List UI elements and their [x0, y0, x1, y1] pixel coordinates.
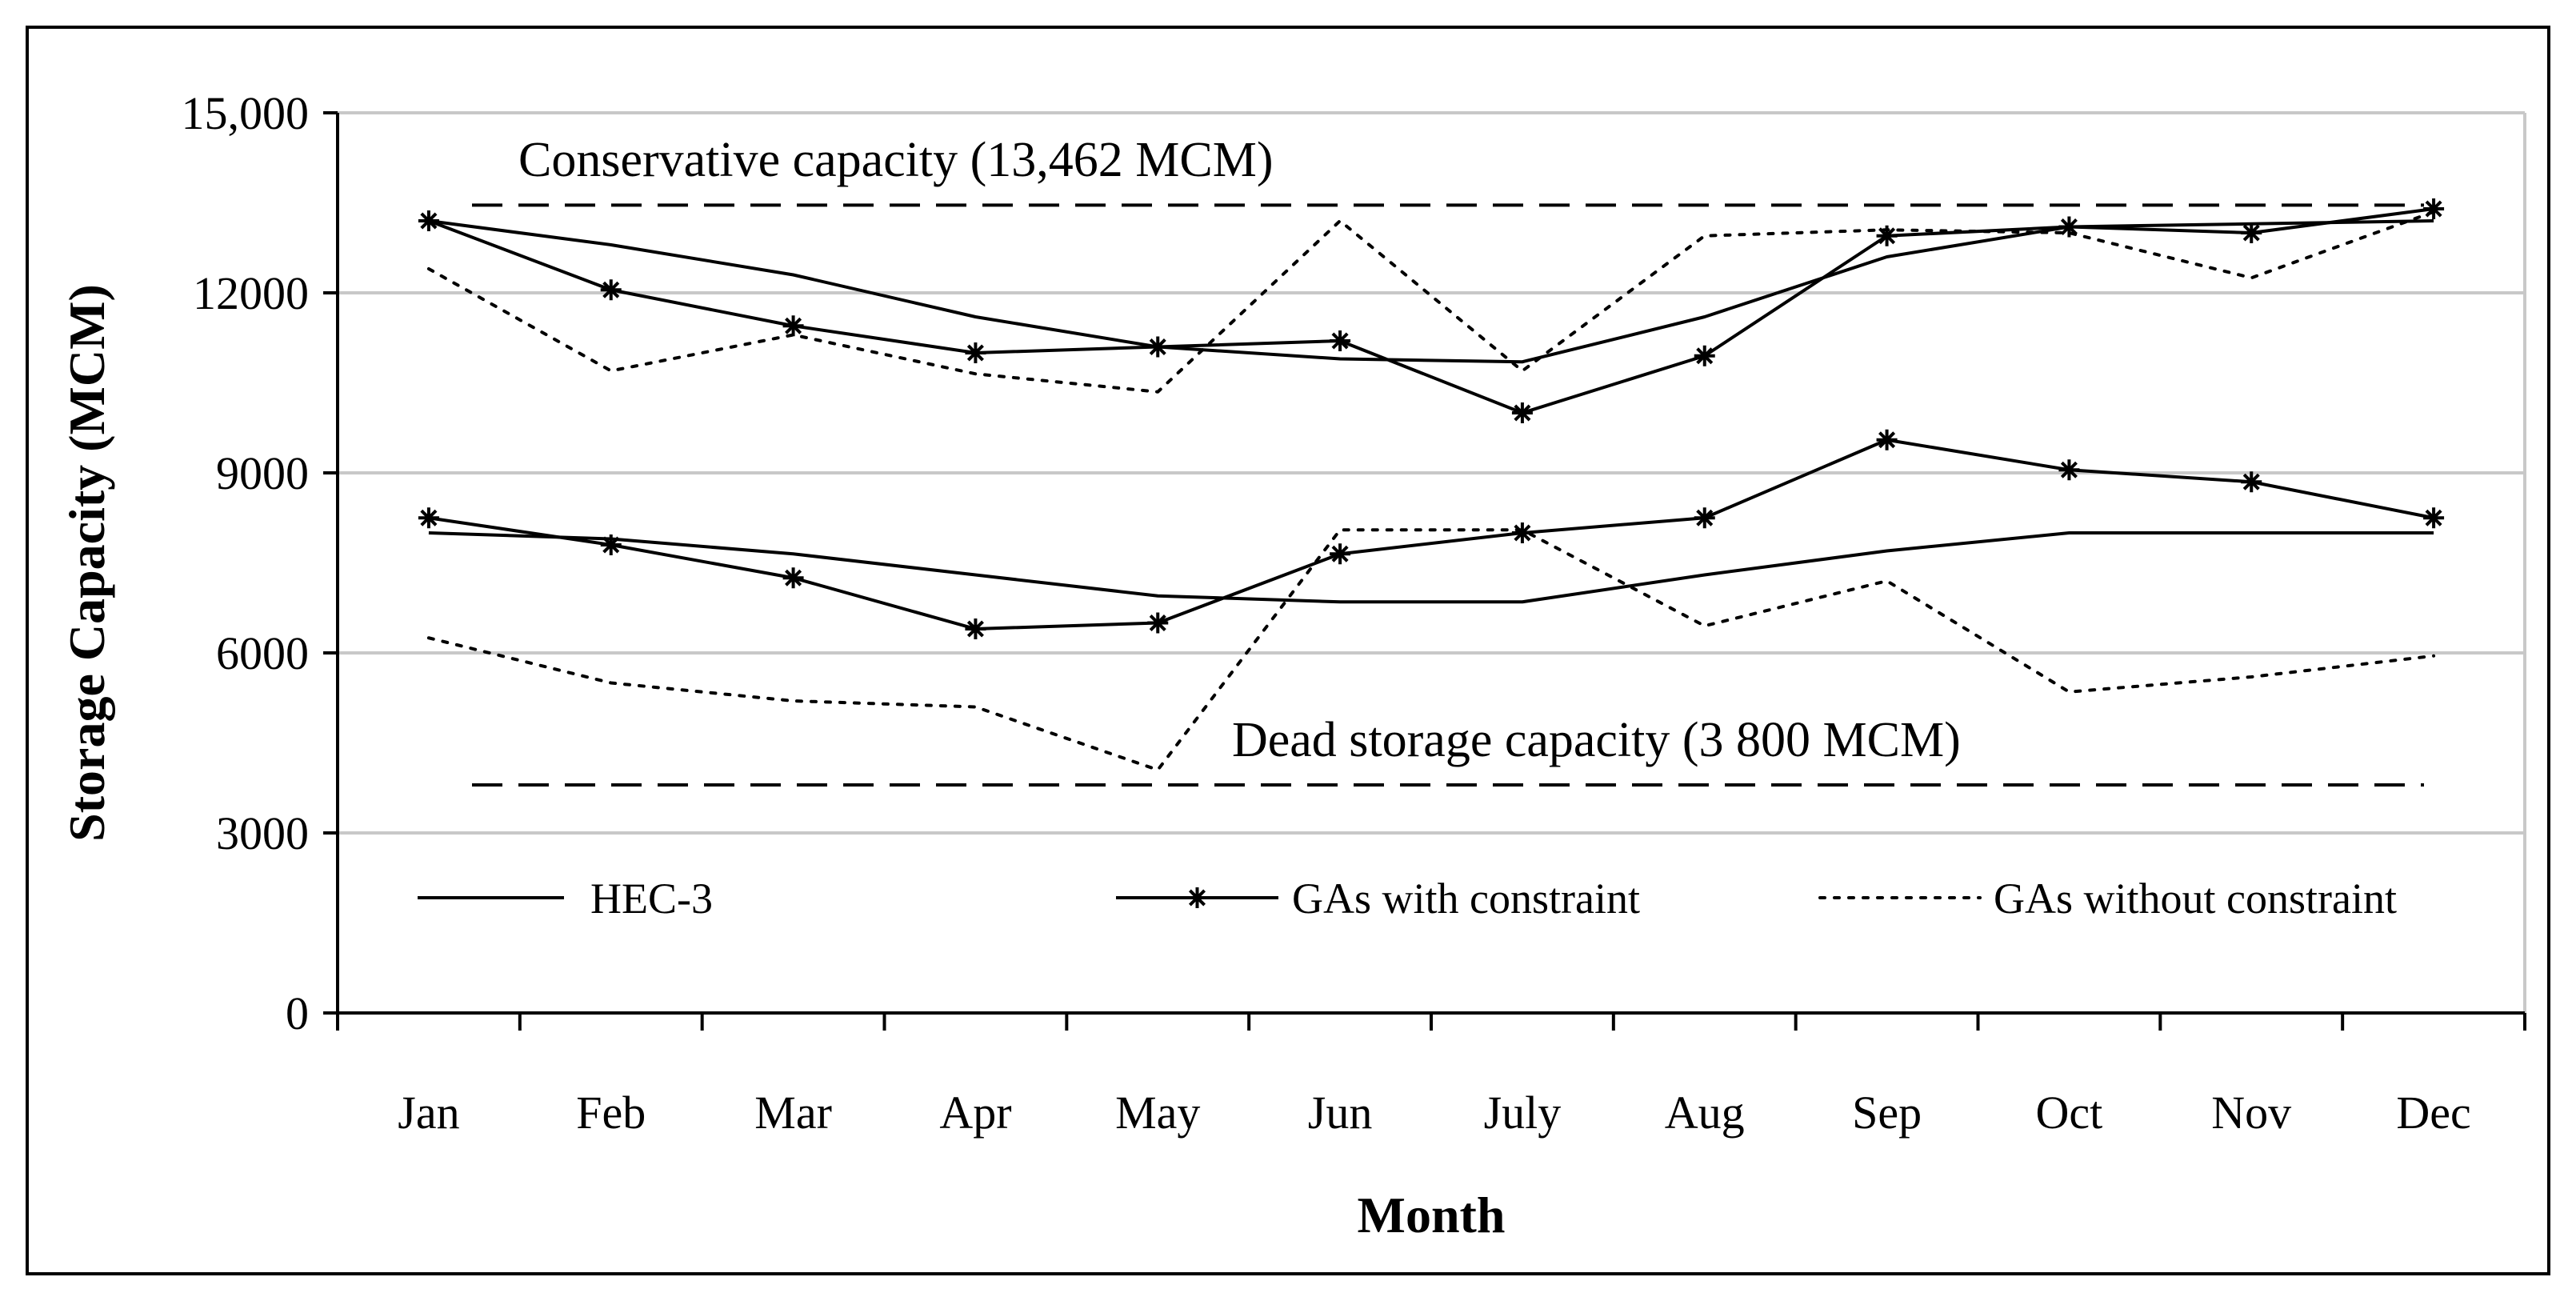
y-tick-label: 6000 — [216, 627, 309, 679]
x-tick-label-dec: Dec — [2396, 1087, 2470, 1139]
x-tick-label-may: May — [1115, 1087, 1200, 1139]
marker-gas-with-constraint-upper-6 — [1511, 402, 1533, 423]
series-gas-without-constraint-lower — [426, 528, 2436, 772]
x-axis-title: Month — [1358, 1187, 1506, 1243]
marker-gas-with-constraint-lower-7 — [1694, 507, 1715, 529]
x-tick-label-nov: Nov — [2211, 1087, 2291, 1139]
legend-label-gas-with-constraint: GAs with constraint — [1292, 875, 1640, 923]
marker-gas-with-constraint-upper-2 — [782, 315, 804, 337]
y-tick-label: 9000 — [216, 447, 309, 499]
y-tick-label: 12000 — [193, 267, 309, 319]
legend: HEC-3 GAs with constraint GAs without cons… — [418, 875, 2397, 923]
series-gas-without-constraint-upper — [426, 210, 2436, 394]
x-tick-label-jun: Jun — [1308, 1087, 1373, 1139]
x-tick-label-oct: Oct — [2036, 1087, 2103, 1139]
series-gas-with-constraint-lower — [428, 438, 2434, 630]
y-tick-label: 3000 — [216, 807, 309, 859]
legend-label-gas-without-constraint: GAs without constraint — [1994, 875, 2397, 923]
marker-gas-with-constraint-upper-10 — [2241, 222, 2262, 243]
y-tick-label: 15,000 — [182, 87, 310, 139]
marker-gas-with-constraint-upper-9 — [2058, 216, 2080, 238]
marker-gas-with-constraint-lower-8 — [1876, 429, 1898, 450]
chart-frame — [26, 26, 2550, 1275]
reference-label-conservative-capacity: Conservative capacity (13,462 MCM) — [518, 133, 1274, 187]
legend-marker-gas-with-constraint — [1186, 887, 1208, 908]
x-tick-label-mar: Mar — [754, 1087, 832, 1139]
x-tick-label-feb: Feb — [576, 1087, 646, 1139]
series-hec-3-lower — [428, 531, 2434, 604]
reference-label-dead-storage-capacity: Dead storage capacity (3 800 MCM) — [1232, 713, 1961, 767]
marker-gas-with-constraint-lower-11 — [2423, 507, 2445, 529]
marker-gas-with-constraint-lower-9 — [2058, 459, 2080, 481]
marker-gas-with-constraint-upper-0 — [418, 210, 439, 231]
marker-gas-with-constraint-lower-0 — [418, 507, 439, 529]
x-tick-label-apr: Apr — [939, 1087, 1011, 1139]
legend-label-hec-3: HEC-3 — [590, 875, 713, 923]
y-axis-title: Storage Capacity (MCM) — [58, 284, 115, 842]
series-lines — [418, 198, 2445, 772]
x-tick-label-aug: Aug — [1665, 1087, 1745, 1139]
y-tick-label: 0 — [286, 987, 309, 1039]
x-tick-label-sep: Sep — [1852, 1087, 1922, 1139]
marker-gas-with-constraint-lower-10 — [2241, 471, 2262, 493]
marker-gas-with-constraint-upper-4 — [1147, 336, 1169, 358]
axes — [323, 111, 2526, 1031]
marker-gas-with-constraint-upper-11 — [2423, 198, 2445, 219]
x-tick-label-july: July — [1484, 1087, 1562, 1139]
marker-gas-with-constraint-lower-2 — [782, 567, 804, 589]
marker-gas-with-constraint-upper-1 — [600, 279, 622, 301]
series-gas-with-constraint-upper — [428, 207, 2434, 414]
marker-gas-with-constraint-lower-1 — [600, 534, 622, 555]
marker-gas-with-constraint-upper-7 — [1694, 345, 1715, 366]
marker-gas-with-constraint-lower-6 — [1511, 522, 1533, 543]
marker-gas-with-constraint-upper-5 — [1330, 330, 1351, 351]
marker-gas-with-constraint-lower-4 — [1147, 612, 1169, 634]
reference-lines — [472, 203, 2424, 787]
marker-gas-with-constraint-upper-3 — [965, 342, 986, 363]
labels: 0 3000 6000 9000 12000 15,000 Jan Feb Mar Apr May J… — [58, 87, 2471, 1243]
marker-gas-with-constraint-lower-5 — [1330, 543, 1351, 565]
gridlines — [338, 111, 2526, 1013]
marker-gas-with-constraint-lower-3 — [965, 618, 986, 639]
x-tick-label-jan: Jan — [398, 1087, 459, 1139]
